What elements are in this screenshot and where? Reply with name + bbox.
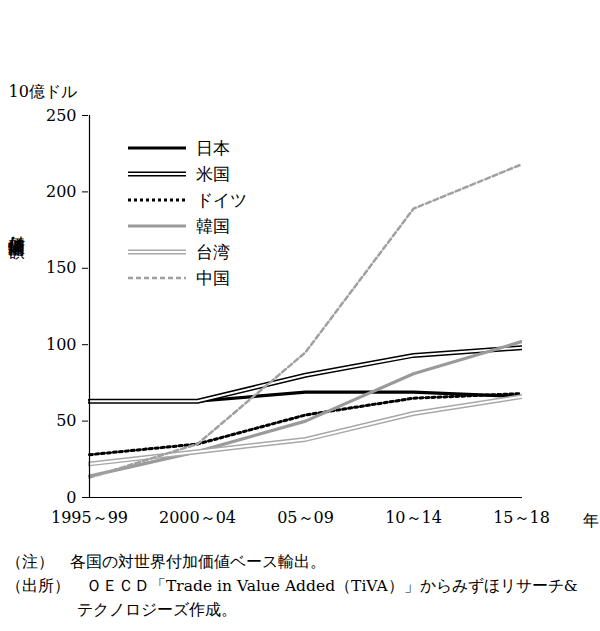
- svg-text:200: 200: [46, 182, 77, 201]
- svg-text:年: 年: [583, 511, 599, 530]
- svg-text:1995～99: 1995～99: [51, 508, 128, 527]
- html-text:〔図表２〕: 〔図表２〕: [6, 9, 91, 29]
- svg-text:米国: 米国: [196, 164, 230, 184]
- svg-text:韓国: 韓国: [196, 216, 230, 236]
- svg-text:10～14: 10～14: [385, 508, 442, 527]
- svg-text:10億ドル: 10億ドル: [9, 82, 77, 101]
- svg-text:0: 0: [66, 488, 76, 507]
- svg-text:250: 250: [46, 106, 77, 125]
- svg-text:150: 150: [46, 258, 77, 277]
- svg-text:100: 100: [46, 335, 77, 354]
- svg-text:日本: 日本: [196, 138, 230, 158]
- html-text:付加価値輸出額: 付加価値輸出額: [7, 222, 27, 229]
- svg-text:05～09: 05～09: [277, 508, 334, 527]
- svg-text:15～18: 15～18: [493, 508, 550, 527]
- svg-text:2000～04: 2000～04: [159, 508, 236, 527]
- svg-text:台湾: 台湾: [196, 242, 230, 262]
- html-text:（注） 各国の対世界付加価値ベース輸出。: （注） 各国の対世界付加価値ベース輸出。: [6, 553, 326, 571]
- svg-text:中国: 中国: [196, 268, 230, 288]
- html-text:（出所） ＯＥＣＤ「Trade in Value Added: （出所） ＯＥＣＤ「Trade in Value Added（TiVA）」からみ…: [6, 577, 578, 619]
- html-text:電気・電子・光学機器の 付加価値ベース輸出額: 電気・電子・光学機器の 付加価値ベース輸出額: [258, 4, 502, 59]
- svg-text:ドイツ: ドイツ: [196, 190, 247, 210]
- svg-text:50: 50: [56, 411, 76, 430]
